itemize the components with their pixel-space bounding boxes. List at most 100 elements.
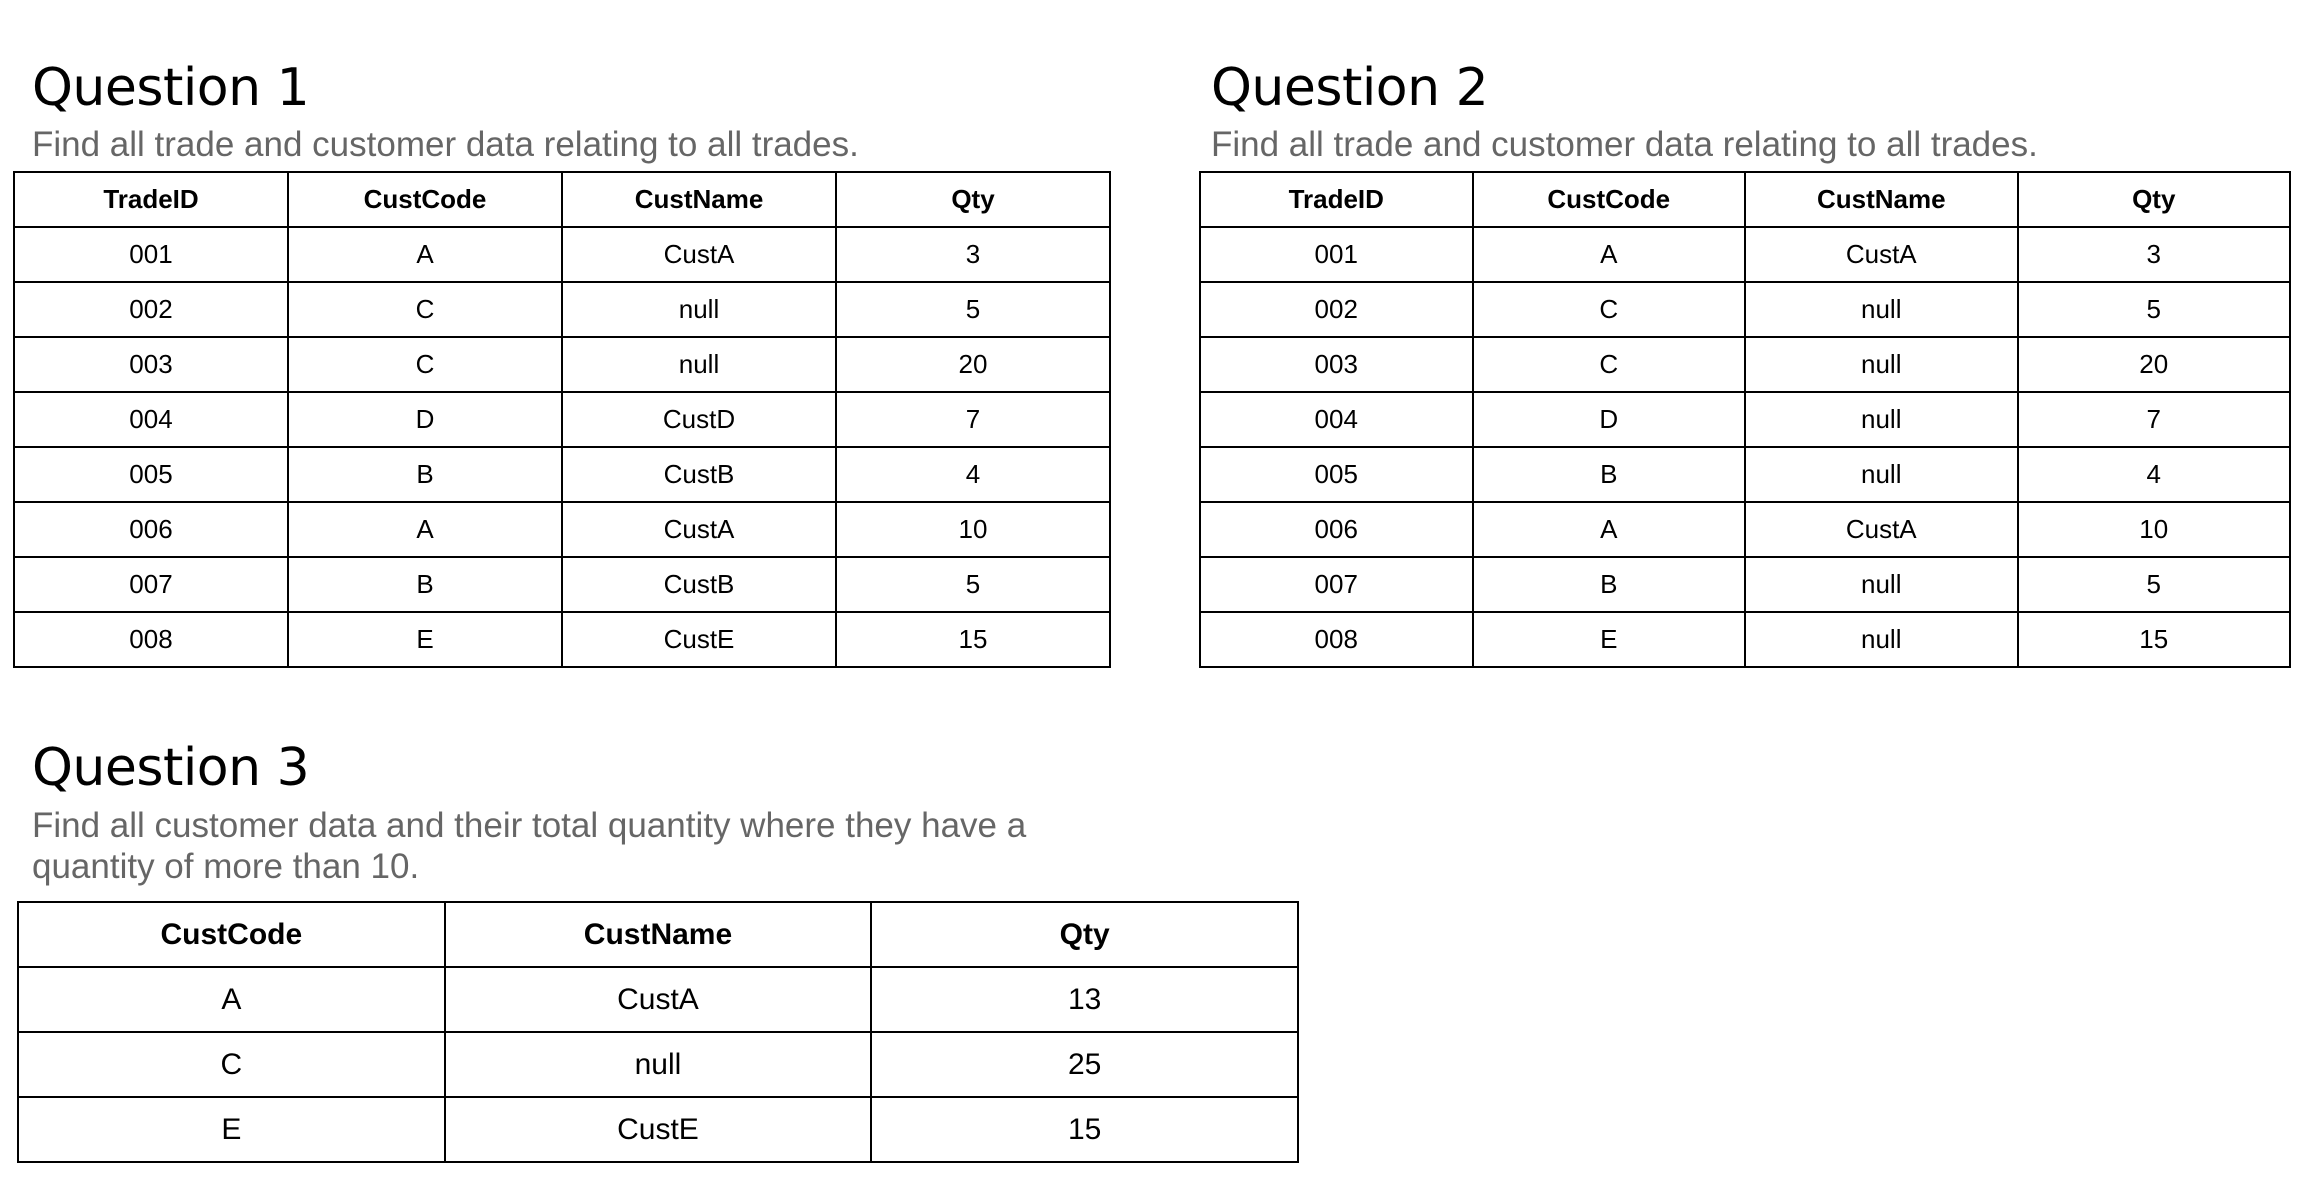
table-cell: B [287, 446, 563, 503]
table-cell: 3 [835, 226, 1111, 283]
table-cell: CustD [561, 391, 837, 448]
table-row: 007 B null 5 [1199, 556, 2291, 613]
table-cell: 003 [1199, 336, 1474, 393]
table-cell: C [1471, 281, 1746, 338]
table-cell: 3 [2016, 226, 2291, 283]
table-cell: null [561, 281, 837, 338]
table-cell: null [1744, 336, 2019, 393]
table-cell: 004 [13, 391, 289, 448]
table-cell: 4 [2016, 446, 2291, 503]
table-cell: A [17, 966, 446, 1033]
table-cell: null [1744, 611, 2019, 668]
table-cell: C [17, 1031, 446, 1098]
table-cell: A [287, 226, 563, 283]
table-row: 001 A CustA 3 [13, 226, 1111, 283]
table-cell: 13 [870, 966, 1299, 1033]
table-cell: D [287, 391, 563, 448]
table-cell: 5 [2016, 556, 2291, 613]
table-cell: 005 [13, 446, 289, 503]
question-2-table: TradeID CustCode CustName Qty 001 A Cust… [1199, 171, 2291, 668]
table-cell: 004 [1199, 391, 1474, 448]
table-cell: 10 [2016, 501, 2291, 558]
question-1-title: Question 1 [32, 58, 310, 118]
column-header: CustCode [17, 901, 446, 968]
table-cell: 7 [835, 391, 1111, 448]
table-cell: B [1471, 446, 1746, 503]
table-row: 004 D null 7 [1199, 391, 2291, 448]
table-cell: C [1471, 336, 1746, 393]
table-cell: 5 [835, 281, 1111, 338]
table-cell: null [443, 1031, 873, 1098]
table-cell: C [287, 336, 563, 393]
table-row: A CustA 13 [17, 966, 1299, 1033]
table-cell: CustE [561, 611, 837, 668]
table-cell: 005 [1199, 446, 1474, 503]
table-cell: null [1744, 281, 2019, 338]
question-3-table: CustCode CustName Qty A CustA 13 C null … [17, 901, 1299, 1163]
table-cell: 002 [13, 281, 289, 338]
table-cell: CustB [561, 446, 837, 503]
table-cell: 007 [1199, 556, 1474, 613]
table-cell: CustA [561, 501, 837, 558]
column-header: CustName [443, 901, 873, 968]
table-row: C null 25 [17, 1031, 1299, 1098]
table-cell: A [1471, 501, 1746, 558]
question-1-description: Find all trade and customer data relatin… [32, 125, 859, 164]
table-row: 003 C null 20 [13, 336, 1111, 393]
column-header: Qty [835, 171, 1111, 228]
table-cell: 15 [2016, 611, 2291, 668]
question-1-table: TradeID CustCode CustName Qty 001 A Cust… [13, 171, 1111, 668]
table-cell: CustA [1744, 501, 2019, 558]
table-cell: D [1471, 391, 1746, 448]
table-cell: CustE [443, 1096, 873, 1163]
table-cell: 001 [13, 226, 289, 283]
table-row: 006 A CustA 10 [1199, 501, 2291, 558]
column-header: CustCode [287, 171, 563, 228]
table-row: 008 E CustE 15 [13, 611, 1111, 668]
table-header-row: TradeID CustCode CustName Qty [1199, 171, 2291, 228]
table-cell: 008 [13, 611, 289, 668]
table-cell: E [17, 1096, 446, 1163]
table-cell: 20 [835, 336, 1111, 393]
column-header: TradeID [1199, 171, 1474, 228]
table-row: 001 A CustA 3 [1199, 226, 2291, 283]
table-cell: CustA [1744, 226, 2019, 283]
table-row: 003 C null 20 [1199, 336, 2291, 393]
table-row: E CustE 15 [17, 1096, 1299, 1163]
table-cell: 001 [1199, 226, 1474, 283]
table-cell: C [287, 281, 563, 338]
table-cell: 006 [1199, 501, 1474, 558]
table-cell: 25 [870, 1031, 1299, 1098]
table-cell: B [287, 556, 563, 613]
table-cell: A [1471, 226, 1746, 283]
table-cell: null [1744, 556, 2019, 613]
table-cell: E [287, 611, 563, 668]
table-cell: CustA [561, 226, 837, 283]
question-2-title: Question 2 [1211, 58, 1489, 118]
table-cell: null [1744, 391, 2019, 448]
table-cell: CustA [443, 966, 873, 1033]
column-header: CustCode [1471, 171, 1746, 228]
table-cell: 5 [835, 556, 1111, 613]
table-row: 007 B CustB 5 [13, 556, 1111, 613]
table-cell: 006 [13, 501, 289, 558]
table-row: 006 A CustA 10 [13, 501, 1111, 558]
table-row: 005 B CustB 4 [13, 446, 1111, 503]
column-header: Qty [2016, 171, 2291, 228]
table-cell: 007 [13, 556, 289, 613]
question-3-title: Question 3 [32, 738, 310, 798]
table-cell: A [287, 501, 563, 558]
table-row: 002 C null 5 [1199, 281, 2291, 338]
table-row: 005 B null 4 [1199, 446, 2291, 503]
table-cell: B [1471, 556, 1746, 613]
table-cell: 10 [835, 501, 1111, 558]
table-cell: null [561, 336, 837, 393]
table-cell: 20 [2016, 336, 2291, 393]
table-cell: 15 [870, 1096, 1299, 1163]
table-cell: E [1471, 611, 1746, 668]
column-header: CustName [561, 171, 837, 228]
table-cell: 003 [13, 336, 289, 393]
table-header-row: CustCode CustName Qty [17, 901, 1299, 968]
table-row: 002 C null 5 [13, 281, 1111, 338]
table-cell: 008 [1199, 611, 1474, 668]
